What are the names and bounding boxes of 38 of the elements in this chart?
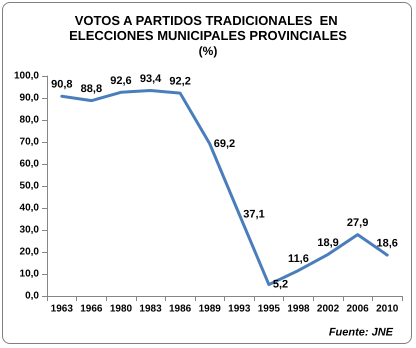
y-tick-label: 50,0 (20, 180, 40, 192)
data-label: 92,2 (169, 76, 191, 88)
y-tick-label: 20,0 (20, 246, 40, 258)
data-label: 18,6 (376, 238, 398, 250)
x-tick-label: 1963 (50, 304, 74, 314)
x-tick-label: 1983 (139, 304, 162, 314)
x-tick-label: 1986 (169, 304, 192, 314)
x-tick-label: 2006 (346, 304, 370, 314)
data-label: 93,4 (140, 73, 162, 86)
y-tick-label: 100,0 (14, 70, 40, 82)
data-label: 18,9 (317, 236, 339, 249)
x-tick-label: 1998 (287, 304, 310, 314)
data-label: 37,1 (243, 208, 265, 220)
y-tick-label: 30,0 (20, 224, 40, 236)
x-tick-label: 1980 (110, 304, 133, 314)
data-label: 27,9 (346, 217, 368, 230)
y-tick-label: 80,0 (20, 114, 40, 126)
chart-title: VOTOS A PARTIDOS TRADICIONALES EN ELECCIONES MUNICIPALES PROVINCIALES (69, 13, 348, 43)
data-label: 5,2 (272, 278, 288, 291)
data-label: 88,8 (80, 83, 102, 96)
data-label: 90,8 (51, 78, 73, 91)
x-tick-label: 1995 (258, 304, 280, 314)
y-tick-label: 0,0 (25, 290, 40, 302)
x-tick-label: 2010 (376, 304, 399, 314)
data-label: 11,6 (288, 252, 309, 265)
y-tick-label: 40,0 (20, 202, 40, 214)
x-tick-label: 1989 (198, 304, 222, 314)
data-label: 92,6 (110, 74, 132, 87)
y-tick-label: 90,0 (20, 92, 40, 104)
x-tick-label: 2002 (316, 304, 340, 314)
y-tick-label: 60,0 (20, 158, 40, 170)
y-tick-label: 10,0 (20, 268, 40, 280)
data-label: 69,2 (214, 138, 236, 150)
y-tick-label: 70,0 (20, 136, 40, 148)
x-tick-label: 1993 (228, 304, 251, 314)
chart-subtitle: (%) (198, 44, 218, 58)
x-tick-label: 1966 (80, 304, 103, 314)
source-note: Fuente: JNE (328, 326, 394, 338)
